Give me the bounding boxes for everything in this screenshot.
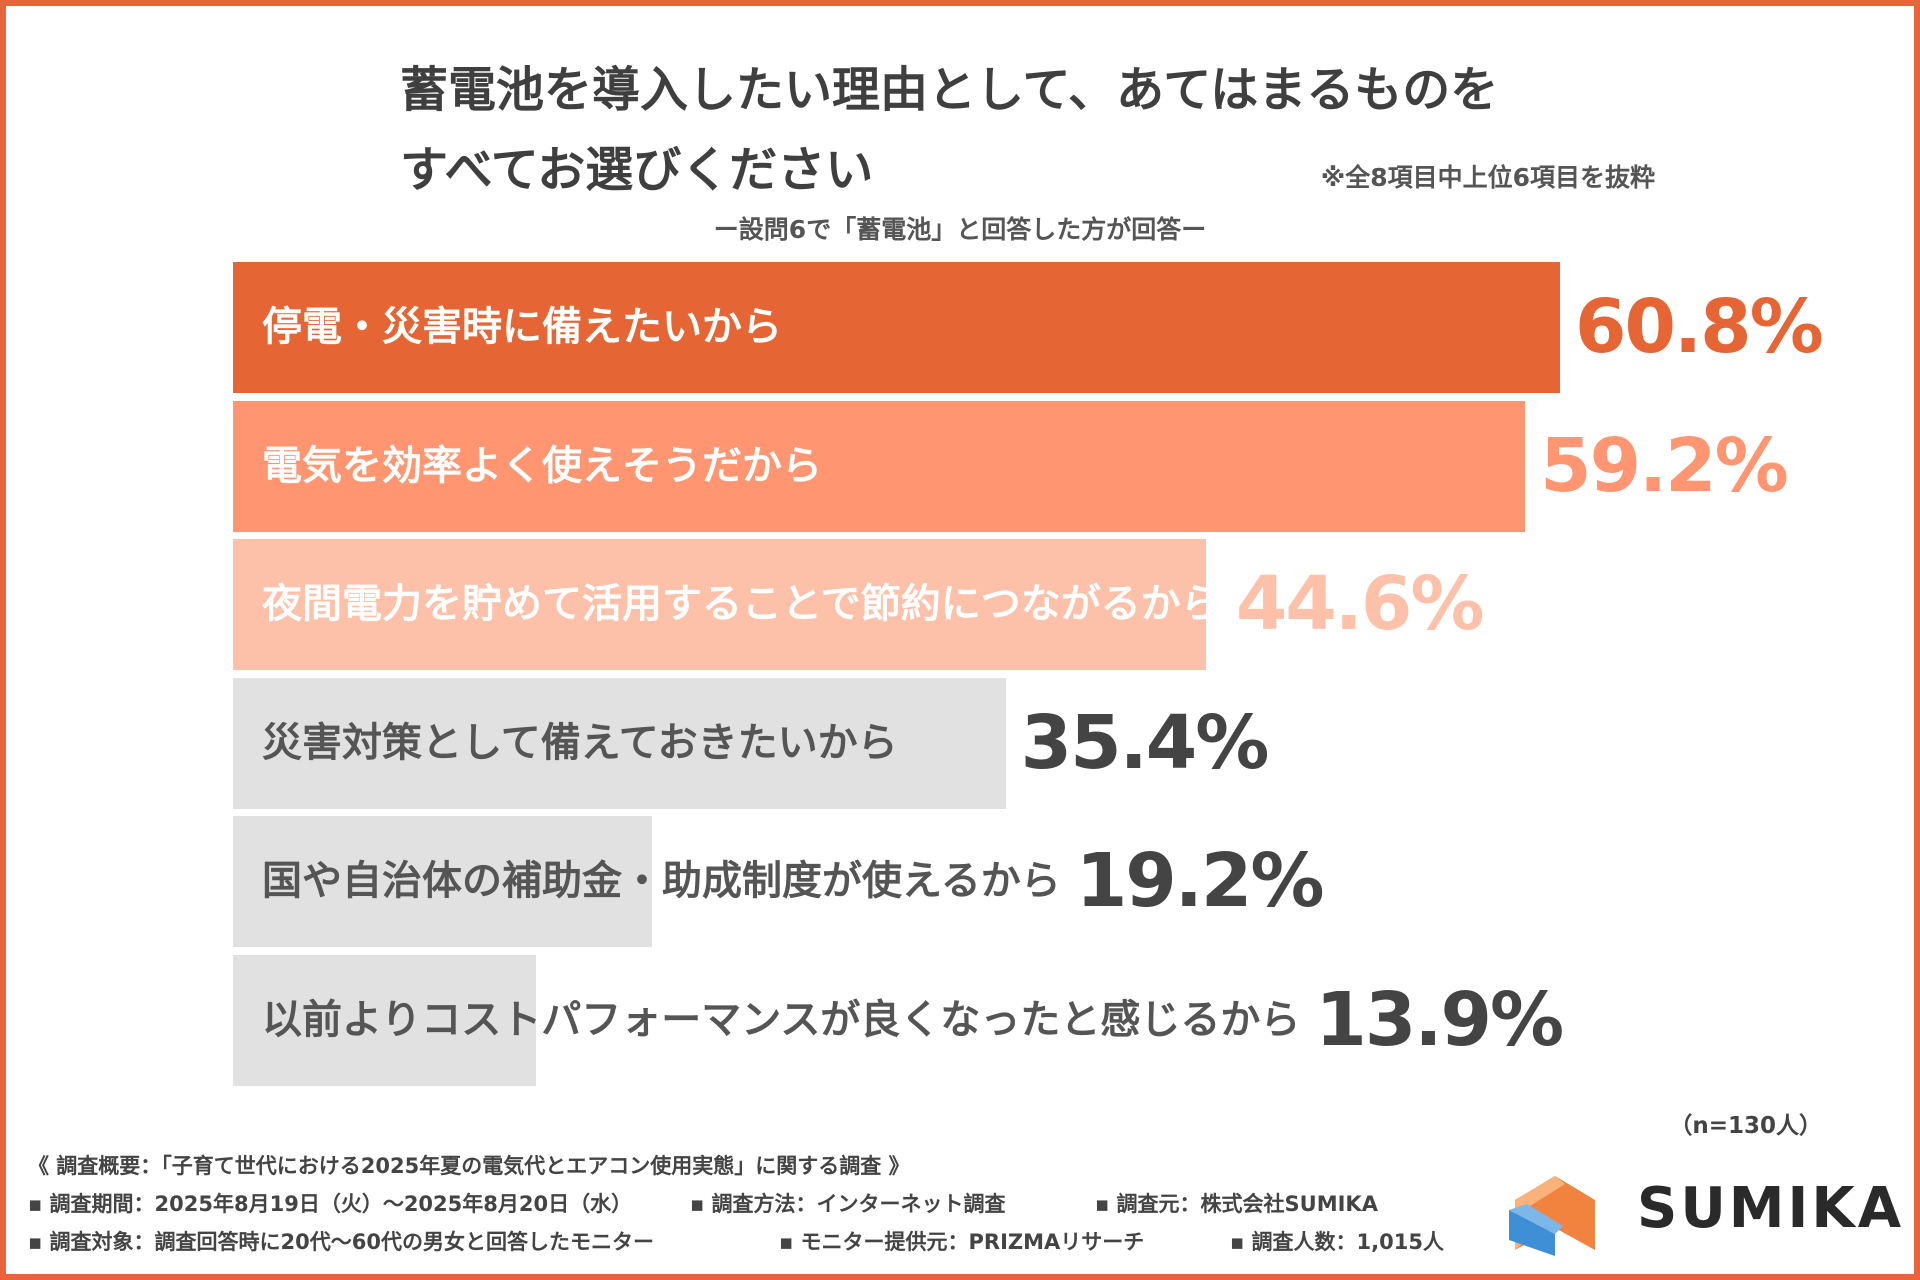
excerpt-note: ※全8項目中上位6項目を抜粋 [1320, 163, 1655, 192]
chart-title-line1: 蓄電池を導入したい理由として、あてはまるものを [400, 62, 1499, 118]
survey-details-row1: ▪ 調査期間：2025年8月19日（火）〜2025年8月20日（水） ▪ 調査方法… [28, 1188, 1378, 1218]
chart-title: 蓄電池を導入したい理由として、あてはまるものを すべてお選びください [400, 50, 1498, 210]
bar-value-1: 60.8% [1575, 284, 1824, 370]
survey-source: ▪ 調査元：株式会社SUMIKA [1095, 1192, 1378, 1216]
survey-provider: ▪ モニター提供元：PRIZMAリサーチ [779, 1230, 1145, 1254]
chart-subtitle: ー設問6で「蓄電池」と回答した方が回答ー [713, 215, 1207, 244]
bar-5 [233, 816, 653, 948]
bar-4 [233, 677, 1006, 809]
bar-1 [233, 262, 1560, 393]
bar-value-2: 59.2% [1540, 422, 1789, 509]
bar-label-6: 以前よりコストパフォーマンスが良くなったと感じるから [262, 997, 1301, 1043]
bar-label-2: 電気を効率よく使えそうだから [262, 442, 822, 489]
survey-overview: 《 調査概要：「子育て世代における2025年夏の電気代とエアコン使用実態」に関す… [28, 1154, 910, 1178]
bar-6 [233, 955, 537, 1086]
sample-size-label: （n=130人） [1669, 1113, 1822, 1139]
sumika-logo: SUMIKA [1505, 1170, 1915, 1260]
bar-value-5: 19.2% [1075, 838, 1325, 925]
bar-value-3: 44.6% [1235, 561, 1485, 648]
bar-value-6: 13.9% [1315, 977, 1564, 1063]
chart-title-line2: すべてお選びください [400, 142, 874, 198]
survey-method: ▪ 調査方法：インターネット調査 [690, 1192, 1006, 1216]
house-logo-icon [1509, 1176, 1595, 1256]
survey-period: ▪ 調査期間：2025年8月19日（火）〜2025年8月20日（水） [28, 1192, 633, 1216]
bar-label-4: 災害対策として備えておきたいから [262, 719, 898, 766]
bar-3 [233, 539, 1207, 671]
bar-label-3: 夜間電力を貯めて活用することで節約につながるから [262, 581, 1221, 628]
bar-label-5: 国や自治体の補助金・助成制度が使えるから [262, 858, 1061, 905]
survey-details-row2: ▪ 調査対象：調査回答時に20代〜60代の男女と回答したモニター ▪ モニター提供… [28, 1226, 1444, 1256]
logo-text: SUMIKA [1637, 1176, 1905, 1241]
bar-2 [233, 400, 1526, 532]
bar-value-4: 35.4% [1020, 699, 1270, 786]
survey-target: ▪ 調査対象：調査回答時に20代〜60代の男女と回答したモニター [28, 1230, 654, 1254]
bar-label-1: 停電・災害時に備えたいから [262, 304, 782, 350]
survey-count: ▪ 調査人数：1,015人 [1230, 1230, 1444, 1254]
